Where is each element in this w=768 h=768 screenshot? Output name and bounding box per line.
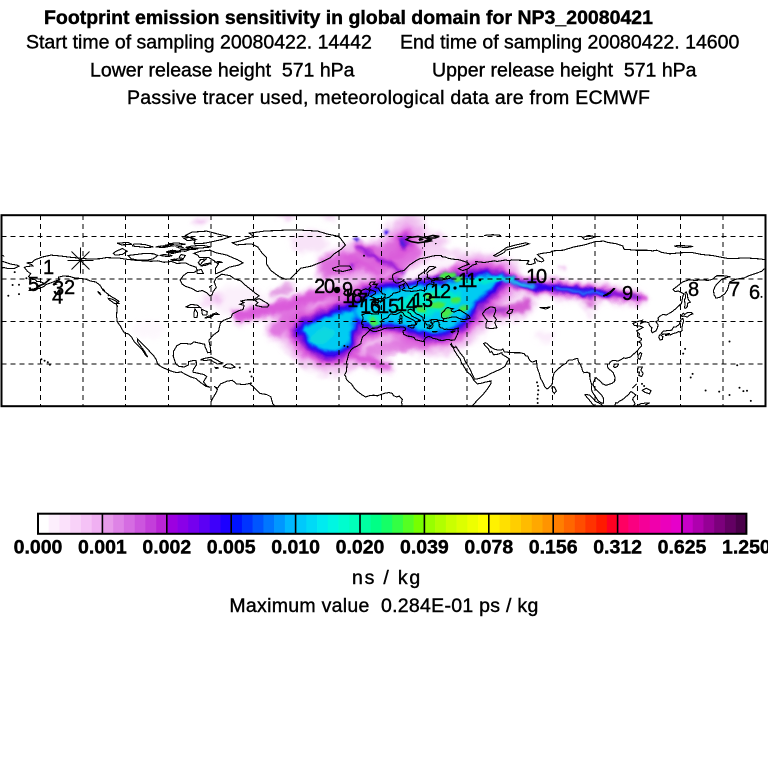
svg-text:0.000: 0.000 [14,537,63,559]
svg-text:Footprint emission sensitivity: Footprint emission sensitivity in global… [44,7,653,29]
svg-text:13: 13 [412,290,433,312]
svg-text:0.005: 0.005 [207,537,256,559]
svg-text:0.312: 0.312 [593,537,642,559]
svg-text:17: 17 [347,290,368,312]
svg-text:12: 12 [430,281,451,303]
svg-text:0.002: 0.002 [142,537,191,559]
svg-text:9: 9 [342,279,353,301]
svg-text:1.250: 1.250 [722,537,768,559]
svg-text:8: 8 [688,279,699,301]
svg-text:Passive tracer used, meteorolo: Passive tracer used, meteorological data… [127,87,650,109]
svg-text:10: 10 [526,266,547,288]
svg-text:1: 1 [43,257,54,279]
svg-text:Start time of sampling 2008042: Start time of sampling 20080422. 14442 [26,32,372,54]
svg-text:18: 18 [342,286,363,308]
svg-text:6: 6 [749,282,760,304]
svg-text:7: 7 [729,279,740,301]
svg-text:Maximum value 0.284E-01 ps /: Maximum value 0.284E-01 ps / kg [229,595,538,617]
svg-text:11: 11 [458,270,477,292]
svg-text:0.156: 0.156 [529,537,578,559]
svg-text:ns / kg: ns / kg [352,567,422,589]
svg-text:2: 2 [64,277,75,299]
svg-text:0.020: 0.020 [336,537,385,559]
svg-text:0.010: 0.010 [271,537,320,559]
svg-text:Lower release height 571 hPa: Lower release height 571 hPa [90,60,355,82]
svg-text:20: 20 [314,276,335,298]
svg-text:Upper release height 571 hPa: Upper release height 571 hPa [432,60,697,82]
svg-text:5: 5 [28,274,39,296]
svg-text:0.001: 0.001 [78,537,127,559]
svg-text:16: 16 [360,296,381,318]
svg-text:14: 14 [396,294,417,316]
svg-text:3: 3 [53,278,64,300]
svg-text:End time of sampling 20080422.: End time of sampling 20080422. 14600 [400,32,739,54]
svg-text:0.039: 0.039 [400,537,449,559]
svg-text:9: 9 [622,283,633,305]
svg-text:0.078: 0.078 [464,537,513,559]
svg-text:15: 15 [378,296,399,318]
svg-text:0.625: 0.625 [658,537,707,559]
svg-text:4: 4 [52,287,63,309]
